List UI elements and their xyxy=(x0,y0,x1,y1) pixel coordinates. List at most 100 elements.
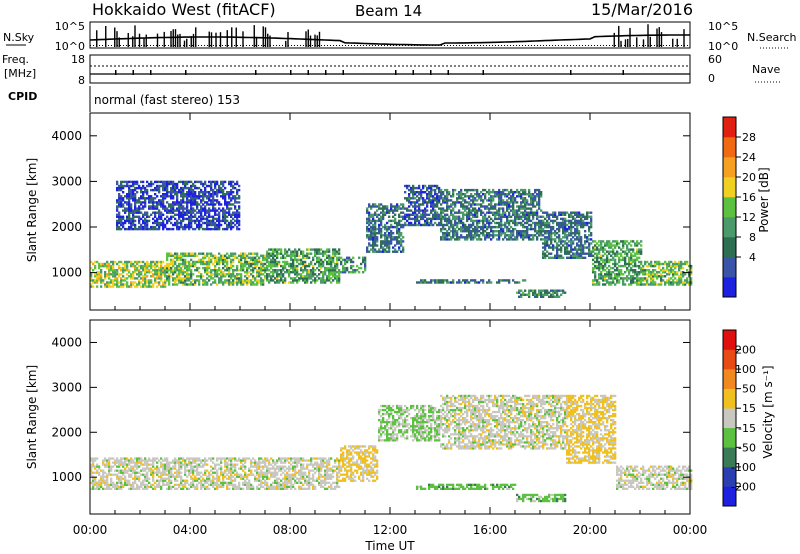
power-cell xyxy=(410,188,413,192)
power-cell xyxy=(326,277,329,280)
power-cell xyxy=(420,188,423,192)
power-cell xyxy=(628,250,631,253)
power-cell xyxy=(446,236,449,239)
power-cell xyxy=(584,234,587,237)
power-cell xyxy=(534,221,537,225)
power-cell xyxy=(226,258,229,262)
power-cell xyxy=(382,205,385,208)
power-cell xyxy=(414,219,417,223)
power-cell xyxy=(552,289,555,292)
power-cell xyxy=(550,242,553,245)
power-cell xyxy=(196,260,199,264)
power-cell xyxy=(176,219,179,223)
power-cell xyxy=(150,275,153,278)
power-cell xyxy=(646,269,649,272)
power-cell xyxy=(140,264,143,268)
power-cell xyxy=(240,273,243,276)
power-cell xyxy=(522,232,525,235)
power-cell xyxy=(152,273,155,276)
power-cell xyxy=(400,211,403,214)
power-cell xyxy=(128,260,131,264)
power-cell xyxy=(186,271,189,274)
power-cell xyxy=(144,227,147,231)
power-cell xyxy=(640,281,643,284)
power-cell xyxy=(158,227,161,231)
power-cell xyxy=(526,215,529,218)
power-cell xyxy=(336,275,339,278)
power-cell xyxy=(306,256,309,259)
power-cell xyxy=(686,260,689,264)
power-cell xyxy=(98,271,101,274)
power-cell xyxy=(94,281,97,284)
power-cell xyxy=(500,197,503,200)
power-cell xyxy=(418,199,421,202)
power-cell xyxy=(194,184,197,188)
power-cell xyxy=(134,186,137,190)
velocity-cell xyxy=(120,463,123,466)
power-cell xyxy=(526,207,529,210)
power-cell xyxy=(500,225,503,229)
power-cell xyxy=(596,256,599,259)
power-cell xyxy=(450,211,453,214)
power-cell xyxy=(388,250,391,253)
freq-mark xyxy=(325,70,327,75)
power-cell xyxy=(208,195,211,198)
power-cell xyxy=(114,279,117,282)
power-cell xyxy=(498,201,501,204)
power-cell xyxy=(316,260,319,264)
velocity-cell xyxy=(92,465,95,468)
power-cell xyxy=(292,271,295,274)
power-cell xyxy=(660,283,663,286)
power-cell xyxy=(566,244,569,247)
power-cell xyxy=(142,186,145,190)
power-cell xyxy=(584,252,587,255)
power-cell xyxy=(222,182,225,186)
power-cell xyxy=(334,277,337,280)
power-cell xyxy=(610,254,613,257)
power-cell xyxy=(136,266,139,270)
power-cell xyxy=(642,266,645,270)
power-cell xyxy=(114,269,117,272)
power-cell xyxy=(124,195,127,198)
cpid-panel: CPID normal (fast stereo) 153 xyxy=(8,86,240,112)
power-cell xyxy=(272,271,275,274)
power-cell xyxy=(140,207,143,210)
velocity-cell xyxy=(90,473,93,476)
power-cell xyxy=(408,215,411,218)
power-cell xyxy=(442,215,445,218)
nsearch-label: N.Search xyxy=(747,31,797,44)
power-cell xyxy=(672,264,675,268)
power-cell xyxy=(434,197,437,200)
power-cell xyxy=(644,283,647,286)
velocity-cell xyxy=(118,475,121,478)
power-cell xyxy=(488,193,491,196)
power-cell xyxy=(590,215,593,218)
power-cell xyxy=(224,213,227,216)
power-cell xyxy=(152,285,155,288)
power-cell xyxy=(216,271,219,274)
power-cell xyxy=(472,215,475,218)
power-cell xyxy=(374,219,377,223)
power-cell xyxy=(216,262,219,266)
power-cell xyxy=(190,262,193,266)
power-cell xyxy=(374,203,377,206)
power-cell xyxy=(476,215,479,218)
power-cell xyxy=(552,295,555,298)
power-cell xyxy=(466,217,469,221)
power-cell xyxy=(182,264,185,268)
power-cell xyxy=(474,209,477,212)
power-cell xyxy=(268,256,271,259)
power-cell xyxy=(190,252,193,255)
power-cell xyxy=(498,281,501,284)
power-cell xyxy=(182,227,185,231)
power-cell xyxy=(464,281,467,284)
power-cell xyxy=(136,269,139,272)
power-cell xyxy=(616,281,619,284)
power-cell xyxy=(322,277,325,280)
power-cell xyxy=(214,269,217,272)
power-cell xyxy=(334,264,337,268)
power-cell xyxy=(356,269,359,272)
power-cell xyxy=(218,217,221,221)
power-cell xyxy=(490,201,493,204)
freq-tick-top: 18 xyxy=(71,53,85,66)
